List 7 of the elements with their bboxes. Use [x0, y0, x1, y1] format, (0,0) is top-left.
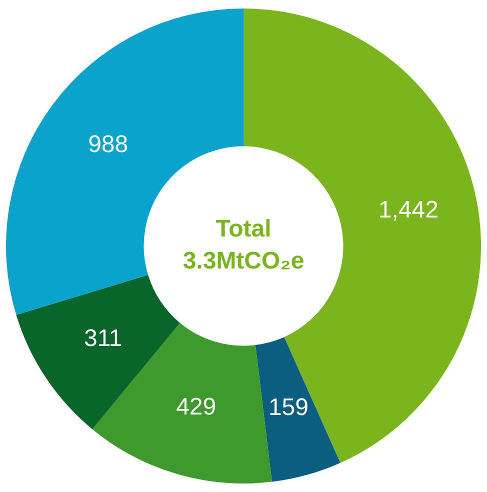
data-label: 1,442 — [378, 196, 438, 224]
text: 3.3MtCO₂e — [182, 248, 304, 275]
text: Total — [216, 216, 272, 243]
data-label: 159 — [268, 394, 308, 422]
data-label: 311 — [84, 325, 122, 352]
data-label: 429 — [176, 393, 216, 420]
data-label: 988 — [88, 131, 128, 158]
